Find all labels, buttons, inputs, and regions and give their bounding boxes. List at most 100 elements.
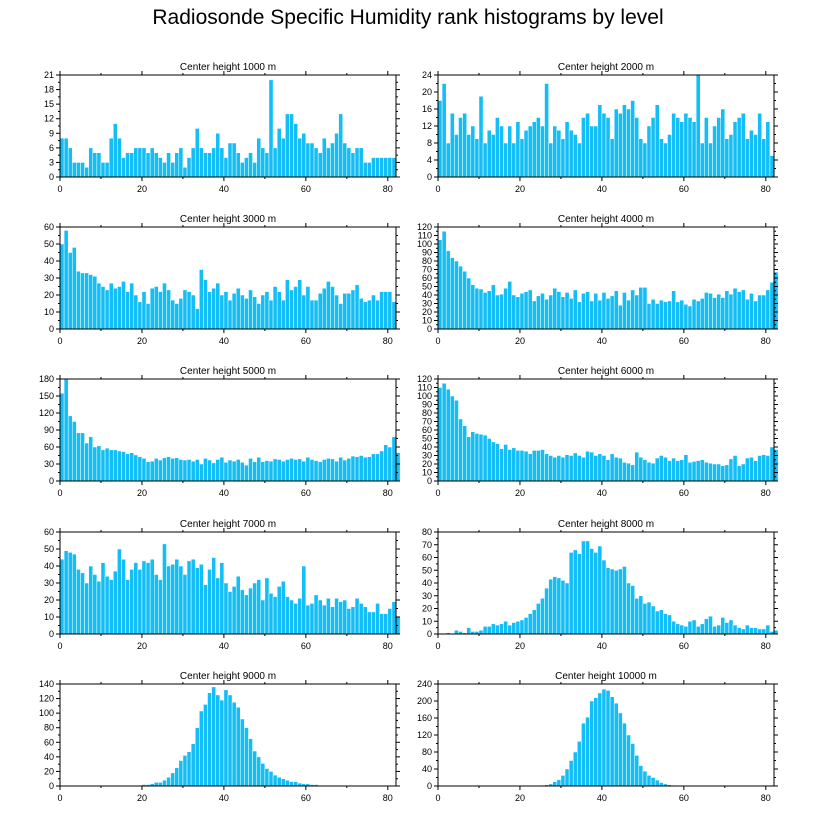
- bar: [108, 137, 114, 178]
- bar: [149, 460, 155, 482]
- bar: [654, 457, 660, 482]
- bar: [235, 459, 241, 482]
- bar: [749, 293, 754, 330]
- bar: [634, 598, 640, 635]
- bar: [593, 552, 599, 635]
- bar: [100, 562, 106, 635]
- bar: [313, 299, 319, 330]
- bar: [626, 582, 631, 635]
- bar: [466, 277, 472, 330]
- bar: [605, 117, 611, 178]
- bar: [441, 383, 447, 482]
- bar: [642, 603, 648, 635]
- y-tick-label: 0: [427, 324, 432, 334]
- bar: [765, 121, 771, 178]
- bar: [589, 125, 594, 178]
- bar: [527, 125, 533, 178]
- bar: [511, 447, 517, 482]
- bar: [491, 134, 496, 178]
- x-tick-label: 60: [301, 336, 311, 346]
- y-tick-label: 0: [427, 629, 432, 639]
- bar: [572, 549, 578, 635]
- bar: [108, 449, 114, 482]
- bar: [84, 167, 89, 178]
- bar: [445, 250, 451, 330]
- bar: [260, 294, 266, 330]
- bar: [638, 765, 644, 787]
- bar: [272, 458, 278, 482]
- bar: [548, 294, 553, 330]
- bar: [458, 418, 463, 482]
- y-tick-label: 60: [44, 737, 54, 747]
- bar: [757, 294, 762, 330]
- bar: [194, 459, 200, 482]
- y-tick-label: 0: [427, 476, 432, 486]
- bar: [708, 615, 713, 635]
- bar: [675, 117, 681, 178]
- bar: [761, 294, 767, 330]
- y-tick-label: 30: [44, 578, 54, 588]
- bar: [626, 734, 631, 787]
- bar: [219, 294, 225, 330]
- panel-7: Center height 7000 m 0 10 20 30 40 50 60 0 20 40 60…: [44, 519, 401, 651]
- bar: [76, 432, 81, 482]
- y-tick-label: 120: [417, 730, 432, 740]
- bar: [76, 569, 81, 635]
- bar: [466, 627, 472, 635]
- bar: [630, 100, 635, 178]
- bar: [72, 162, 77, 178]
- bar: [605, 690, 611, 787]
- bar: [211, 686, 216, 787]
- x-tick-label: 0: [57, 488, 62, 498]
- bar: [609, 568, 615, 635]
- bar: [622, 292, 627, 330]
- bar: [564, 454, 570, 482]
- bar: [72, 553, 77, 635]
- bar: [227, 694, 233, 787]
- bar: [367, 162, 372, 178]
- bar: [391, 436, 397, 482]
- bar: [568, 760, 574, 787]
- bar: [301, 133, 307, 178]
- bar: [491, 623, 496, 635]
- x-tick-label: 80: [761, 336, 771, 346]
- bar: [240, 718, 245, 787]
- bar: [597, 104, 603, 178]
- bar: [387, 608, 393, 635]
- bar: [321, 287, 327, 330]
- y-tick-label: 12: [44, 114, 54, 124]
- bar: [227, 299, 233, 330]
- bar: [638, 456, 644, 482]
- bar: [281, 778, 286, 787]
- x-tick-label: 40: [597, 184, 607, 194]
- bar: [170, 162, 175, 178]
- bar: [92, 446, 98, 482]
- bar: [276, 586, 282, 635]
- bar: [248, 738, 253, 787]
- bar: [634, 451, 640, 482]
- bar: [96, 282, 102, 330]
- bar: [371, 453, 376, 482]
- bar: [338, 303, 343, 330]
- x-tick-label: 0: [435, 641, 440, 651]
- bar: [240, 462, 245, 482]
- bar: [597, 545, 603, 635]
- bar: [346, 458, 352, 482]
- bar: [375, 157, 380, 178]
- bar: [219, 147, 225, 178]
- panel-1: Center height 1000 m 0 3 6 9 12 15 18 21 0 20 40 60 8…: [44, 62, 400, 194]
- bar: [244, 594, 249, 635]
- bar: [203, 152, 208, 178]
- bar: [441, 83, 447, 178]
- bar: [256, 579, 262, 635]
- bar: [289, 781, 294, 787]
- bar: [321, 604, 327, 635]
- bar: [556, 130, 562, 178]
- bar: [482, 142, 488, 178]
- bar: [153, 152, 159, 178]
- bar: [117, 137, 122, 178]
- bar: [178, 298, 184, 330]
- bar: [346, 293, 352, 330]
- bar: [248, 152, 253, 178]
- bar: [174, 303, 180, 330]
